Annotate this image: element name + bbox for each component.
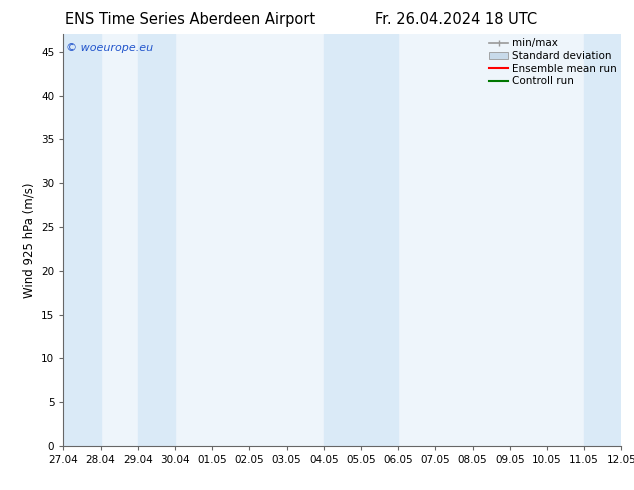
- Legend: min/max, Standard deviation, Ensemble mean run, Controll run: min/max, Standard deviation, Ensemble me…: [488, 36, 619, 88]
- Y-axis label: Wind 925 hPa (m/s): Wind 925 hPa (m/s): [23, 182, 36, 298]
- Text: Fr. 26.04.2024 18 UTC: Fr. 26.04.2024 18 UTC: [375, 12, 538, 27]
- Bar: [63, 34, 101, 446]
- Bar: [584, 34, 634, 446]
- Bar: [138, 34, 175, 446]
- Bar: [324, 34, 398, 446]
- Text: ENS Time Series Aberdeen Airport: ENS Time Series Aberdeen Airport: [65, 12, 315, 27]
- Text: © woeurope.eu: © woeurope.eu: [66, 43, 153, 52]
